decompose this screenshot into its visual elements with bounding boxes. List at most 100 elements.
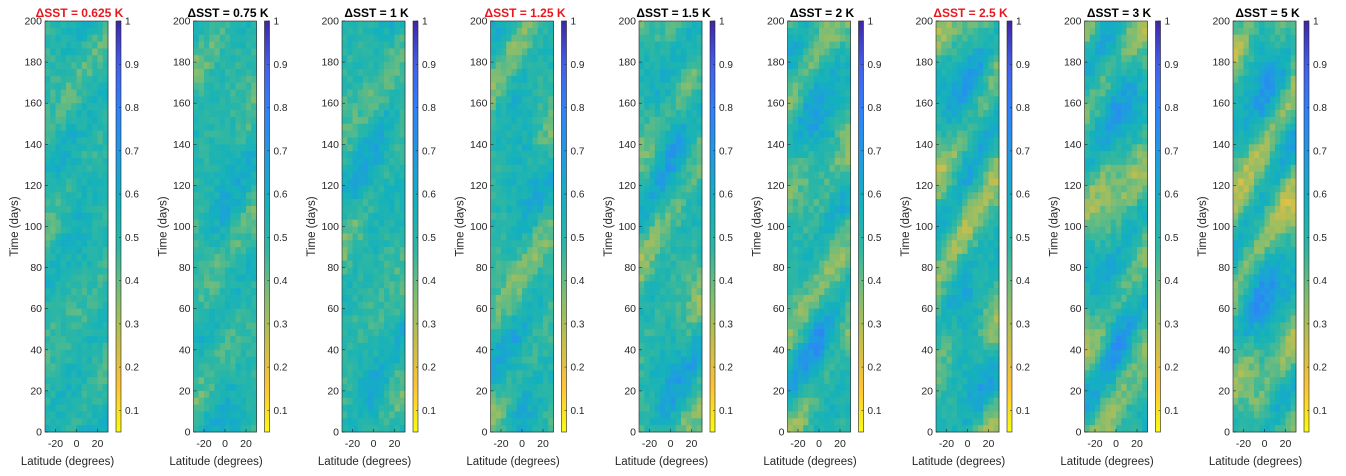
heatmap-cell xyxy=(246,76,252,83)
heatmap-cell xyxy=(639,322,645,329)
heatmap-cell xyxy=(251,350,257,357)
heatmap-cell xyxy=(199,35,205,42)
heatmap-cell xyxy=(819,261,825,268)
heatmap-cell xyxy=(978,103,984,110)
heatmap-cell xyxy=(199,364,205,371)
heatmap-cell xyxy=(384,144,390,151)
heatmap-cell xyxy=(368,350,374,357)
heatmap-cell xyxy=(835,384,841,391)
heatmap-cell xyxy=(66,90,72,97)
heatmap-cell xyxy=(533,240,539,247)
heatmap-cell xyxy=(241,247,247,254)
heatmap-cell xyxy=(374,343,380,350)
heatmap-cell xyxy=(830,370,836,377)
heatmap-cell xyxy=(788,247,794,254)
heatmap-cell xyxy=(803,254,809,261)
heatmap-cell xyxy=(533,288,539,295)
heatmap-cell xyxy=(962,144,968,151)
heatmap-cell xyxy=(194,165,200,172)
heatmap-cell xyxy=(199,302,205,309)
heatmap-cell xyxy=(87,316,93,323)
heatmap-cell xyxy=(92,179,98,186)
heatmap-cell xyxy=(533,377,539,384)
heatmap-cell xyxy=(87,131,93,138)
heatmap-cell xyxy=(77,151,83,158)
heatmap-cell xyxy=(209,302,215,309)
heatmap-cell xyxy=(788,227,794,234)
heatmap-cell xyxy=(809,69,815,76)
heatmap-cell xyxy=(548,90,554,97)
heatmap-cell xyxy=(98,199,104,206)
heatmap-cell xyxy=(50,151,56,158)
heatmap-cell xyxy=(241,398,247,405)
heatmap-cell xyxy=(251,418,257,425)
heatmap-cell xyxy=(527,322,533,329)
heatmap-cell xyxy=(342,199,348,206)
heatmap-cell xyxy=(655,261,661,268)
heatmap-cell xyxy=(368,76,374,83)
colorbar-tick-label: 0.9 xyxy=(125,60,139,71)
heatmap-cell xyxy=(230,336,236,343)
heatmap-cell xyxy=(199,274,205,281)
heatmap-cell xyxy=(389,55,395,62)
heatmap-cell xyxy=(538,233,544,240)
heatmap-cell xyxy=(368,295,374,302)
heatmap-cell xyxy=(353,377,359,384)
heatmap-cell xyxy=(236,213,242,220)
heatmap-cell xyxy=(697,144,703,151)
heatmap-cell xyxy=(50,165,56,172)
heatmap-cell xyxy=(824,247,830,254)
heatmap-cell xyxy=(809,172,815,179)
heatmap-cell xyxy=(71,165,77,172)
heatmap-cell xyxy=(824,103,830,110)
heatmap-cell xyxy=(543,110,549,117)
heatmap-cell xyxy=(358,295,364,302)
heatmap-cell xyxy=(251,151,257,158)
heatmap-cell xyxy=(384,247,390,254)
heatmap-cell xyxy=(241,384,247,391)
heatmap-cell xyxy=(644,418,650,425)
heatmap-cell xyxy=(98,124,104,131)
heatmap-cell xyxy=(66,165,72,172)
heatmap-cell xyxy=(994,124,1000,131)
heatmap-cell xyxy=(824,83,830,90)
heatmap-cell xyxy=(660,179,666,186)
heatmap-cell xyxy=(395,62,401,69)
heatmap-cell xyxy=(71,76,77,83)
heatmap-cell xyxy=(225,384,231,391)
heatmap-cell xyxy=(496,206,502,213)
heatmap-cell xyxy=(522,322,528,329)
heatmap-cell xyxy=(793,370,799,377)
heatmap-cell xyxy=(798,124,804,131)
heatmap-cell xyxy=(358,411,364,418)
y-tick-label: 160 xyxy=(321,98,339,110)
heatmap-cell xyxy=(98,213,104,220)
heatmap-cell xyxy=(692,48,698,55)
heatmap-cell xyxy=(983,103,989,110)
heatmap-cell xyxy=(527,76,533,83)
heatmap-cell xyxy=(835,233,841,240)
heatmap-cell xyxy=(194,83,200,90)
heatmap-cell xyxy=(692,384,698,391)
heatmap-cell xyxy=(66,343,72,350)
heatmap-cell xyxy=(491,185,497,192)
heatmap-cell xyxy=(543,151,549,158)
heatmap-cell xyxy=(92,364,98,371)
heatmap-cell xyxy=(71,199,77,206)
heatmap-cell xyxy=(548,336,554,343)
heatmap-cell xyxy=(491,336,497,343)
heatmap-cell xyxy=(374,336,380,343)
heatmap-cell xyxy=(543,137,549,144)
heatmap-cell xyxy=(692,28,698,35)
heatmap-cell xyxy=(215,144,221,151)
heatmap-cell xyxy=(814,192,820,199)
colorbar-tick-label: 0.7 xyxy=(868,146,882,157)
heatmap-cell xyxy=(809,364,815,371)
heatmap-cell xyxy=(533,384,539,391)
heatmap-cell xyxy=(236,137,242,144)
heatmap-cell xyxy=(835,199,841,206)
heatmap-cell xyxy=(220,233,226,240)
heatmap-cell xyxy=(639,261,645,268)
heatmap-cell xyxy=(236,76,242,83)
heatmap-cell xyxy=(204,377,210,384)
